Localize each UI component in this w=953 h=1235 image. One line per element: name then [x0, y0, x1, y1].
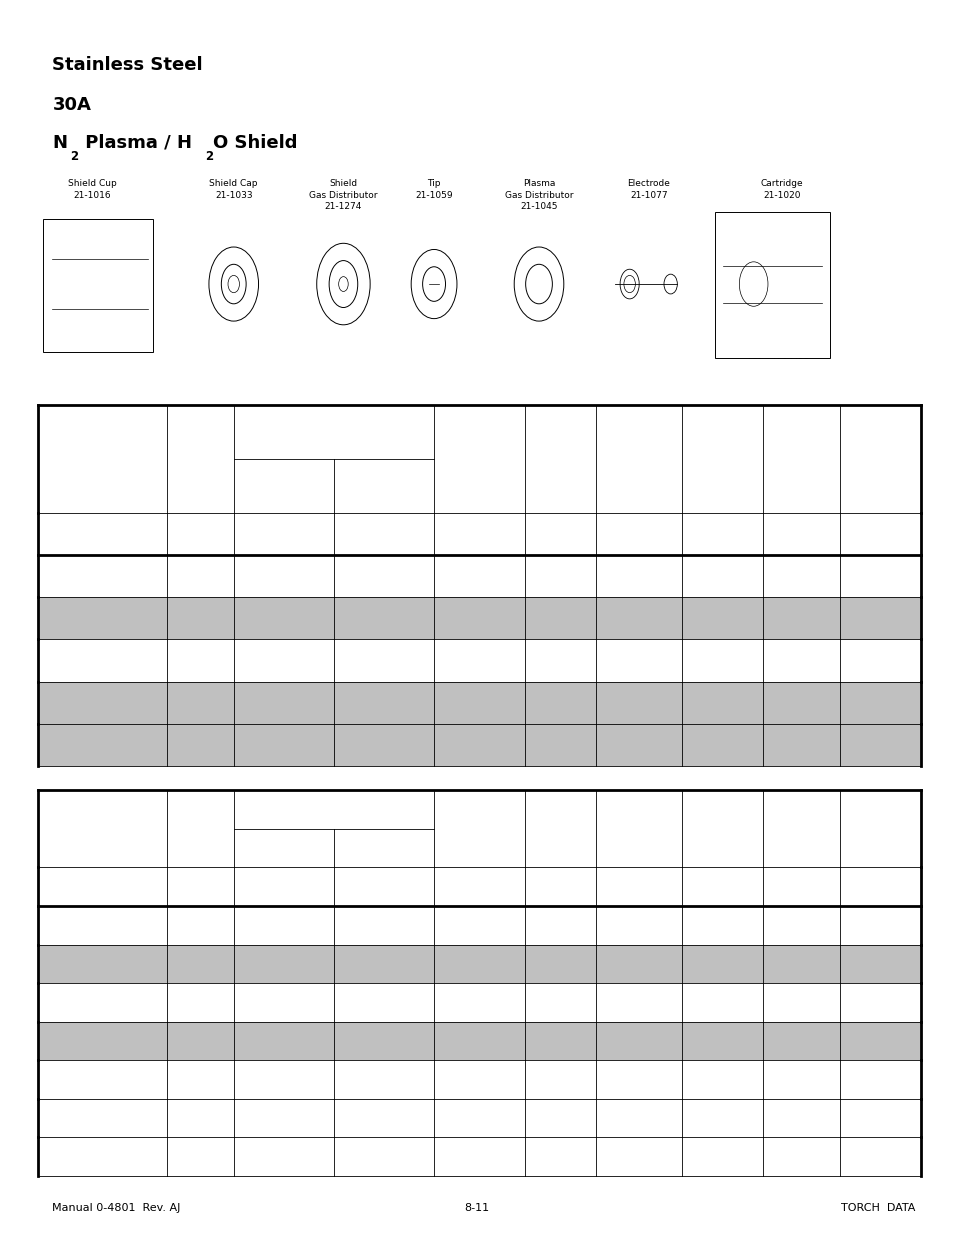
- Text: 8-11: 8-11: [464, 1203, 489, 1213]
- Text: Stainless Steel: Stainless Steel: [52, 56, 203, 74]
- Text: TORCH  DATA: TORCH DATA: [841, 1203, 915, 1213]
- Text: 2: 2: [71, 149, 79, 163]
- Text: Plasma / H: Plasma / H: [79, 133, 192, 152]
- Text: Art # A-04498: Art # A-04498: [748, 352, 808, 361]
- Text: N: N: [52, 133, 68, 152]
- Bar: [38, 598, 920, 640]
- Text: Tip
21-1059: Tip 21-1059: [415, 179, 453, 200]
- Bar: [38, 724, 920, 766]
- Text: 2: 2: [205, 149, 213, 163]
- Text: Shield
Gas Distributor
21-1274: Shield Gas Distributor 21-1274: [309, 179, 377, 211]
- Text: O Shield: O Shield: [213, 133, 297, 152]
- Text: Plasma
Gas Distributor
21-1045: Plasma Gas Distributor 21-1045: [504, 179, 573, 211]
- Bar: [38, 682, 920, 724]
- Text: Manual 0-4801  Rev. AJ: Manual 0-4801 Rev. AJ: [52, 1203, 181, 1213]
- Bar: [715, 212, 829, 358]
- Bar: [43, 219, 152, 352]
- Bar: [38, 1021, 920, 1060]
- Text: Shield Cap
21-1033: Shield Cap 21-1033: [210, 179, 257, 200]
- Bar: [38, 945, 920, 983]
- Text: Electrode
21-1077: Electrode 21-1077: [627, 179, 669, 200]
- Text: 30A: 30A: [52, 95, 91, 114]
- Text: Cartridge
21-1020: Cartridge 21-1020: [760, 179, 802, 200]
- Text: Shield Cup
21-1016: Shield Cup 21-1016: [68, 179, 117, 200]
